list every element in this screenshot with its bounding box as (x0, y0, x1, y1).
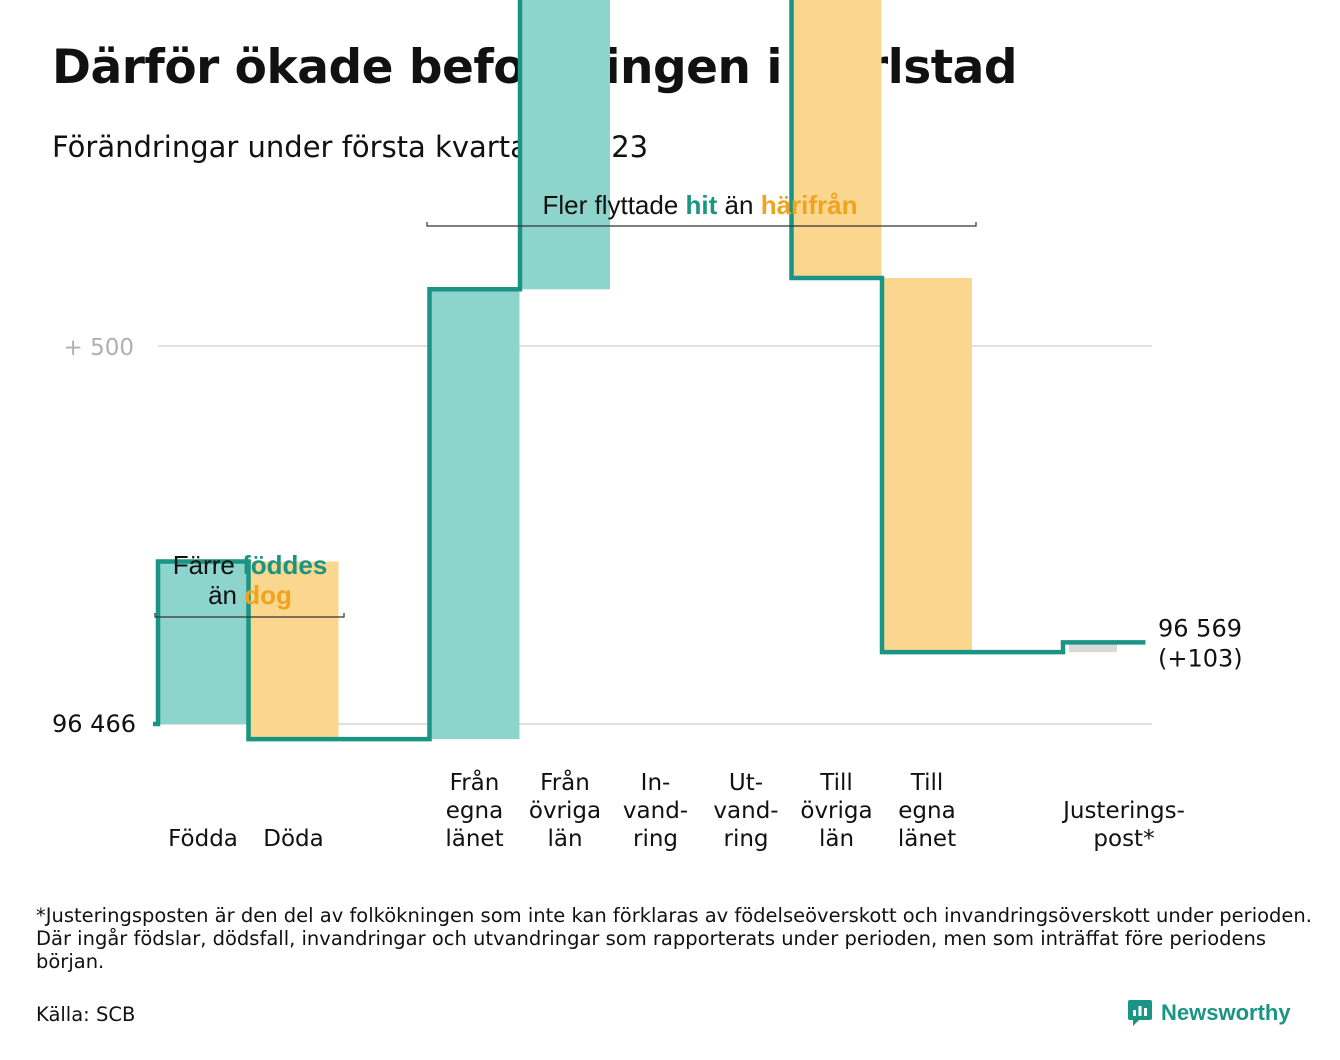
footnote: *Justeringsposten är den del av folkökni… (36, 904, 1312, 973)
category-label: Ut-vand-ring (713, 770, 778, 852)
births-deaths-bracket (154, 613, 345, 618)
running-total-line (153, 0, 1146, 742)
category-label: Från egna länet (445, 768, 503, 852)
annotation-text: Färre (172, 550, 235, 580)
category-label: Döda (263, 826, 323, 852)
waterfall-bar (520, 0, 610, 290)
migration-bracket (426, 222, 977, 227)
annotation-highlight-out: dog (244, 580, 292, 610)
y-tick-label: + 500 (64, 335, 134, 361)
annotation-text: Fler flyttade (542, 190, 679, 220)
source-credit: Källa: SCB (36, 1003, 136, 1026)
category-label: Födda (168, 826, 238, 852)
migration-annotation: Fler flyttade hit än härifrån (440, 190, 960, 220)
waterfall-bar (158, 561, 248, 724)
category-label: In-vand-ring (623, 770, 688, 852)
annotation-highlight-in: föddes (242, 550, 328, 580)
waterfall-bar (429, 289, 520, 740)
category-label: Till övriga län (800, 770, 872, 852)
waterfall-bar (882, 277, 972, 653)
births-deaths-annotation: Färre föddes än dog (150, 550, 350, 610)
annotation-text: än (724, 190, 754, 220)
start-value-label: 96 466 (52, 710, 136, 738)
category-label: Justerings-post* (1061, 798, 1185, 852)
end-value-label: 96 569 (1158, 614, 1242, 642)
waterfall-bar (791, 0, 882, 278)
waterfall-bar (248, 561, 339, 740)
waterfall-bar (1069, 642, 1117, 653)
chart-bubble-icon (1128, 1000, 1152, 1026)
annotation-text: än (208, 580, 238, 610)
annotation-highlight-out: härifrån (760, 190, 858, 220)
brand-name: Newsworthy (1161, 1000, 1291, 1025)
category-label: Från övriga län (529, 768, 601, 852)
annotation-highlight-in: hit (685, 190, 718, 220)
end-change-label: (+103) (1158, 644, 1243, 672)
category-label: Till egna länet (898, 770, 956, 852)
brand-logo: Newsworthy (1127, 998, 1291, 1028)
